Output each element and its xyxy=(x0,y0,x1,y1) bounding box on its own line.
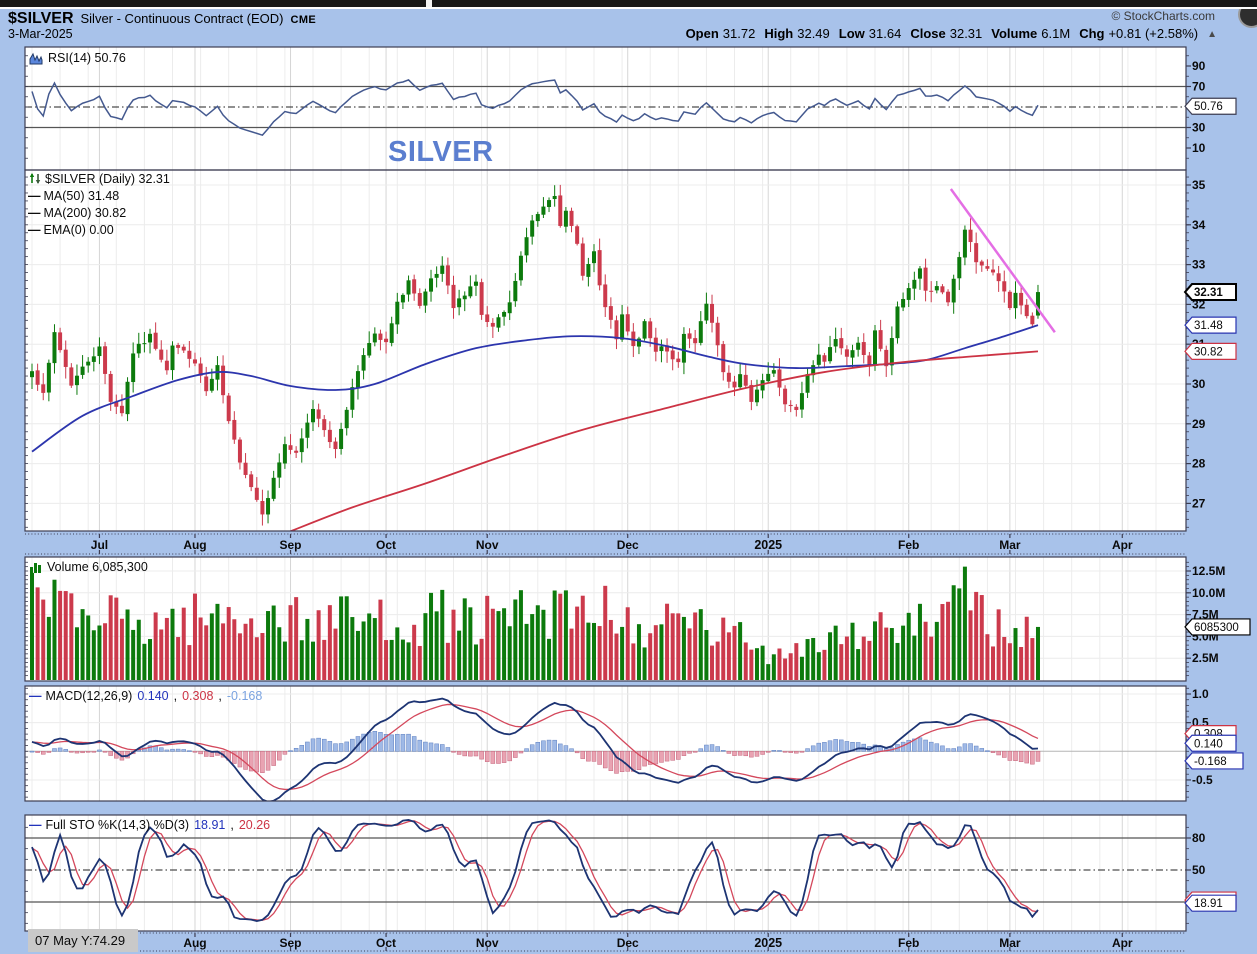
symbol-name: Silver - Continuous Contract (EOD) xyxy=(80,11,284,26)
chart-date: 3-Mar-2025 xyxy=(8,27,73,41)
svg-text:2025: 2025 xyxy=(754,538,782,552)
svg-text:Dec: Dec xyxy=(617,538,639,552)
quote-change: Chg +0.81 (+2.58%) xyxy=(1079,26,1199,41)
svg-text:0.140: 0.140 xyxy=(1194,738,1223,750)
svg-text:10: 10 xyxy=(1192,141,1206,155)
quote-low: Low 31.64 xyxy=(838,26,902,41)
svg-text:90: 90 xyxy=(1192,59,1206,73)
svg-text:Aug: Aug xyxy=(183,538,206,552)
quote-high: High 32.49 xyxy=(764,26,830,41)
macd-layer xyxy=(29,697,1041,801)
svg-text:50: 50 xyxy=(1192,863,1206,877)
annotation-trendline xyxy=(949,188,1056,333)
svg-text:32.31: 32.31 xyxy=(1194,287,1223,299)
sto-layer xyxy=(31,819,1039,923)
svg-text:Mar: Mar xyxy=(999,538,1021,552)
svg-text:Dec: Dec xyxy=(617,936,639,950)
svg-text:29: 29 xyxy=(1192,417,1206,431)
svg-text:30: 30 xyxy=(1192,121,1206,135)
svg-text:Nov: Nov xyxy=(476,538,499,552)
change-up-arrow-icon: ▲ xyxy=(1207,29,1217,40)
svg-text:Apr: Apr xyxy=(1112,936,1133,950)
svg-text:Jul: Jul xyxy=(91,538,108,552)
stockcharts-credit: © StockCharts.com xyxy=(1111,9,1215,23)
ma200-line xyxy=(290,350,1039,531)
svg-text:27: 27 xyxy=(1192,496,1206,510)
svg-text:2025: 2025 xyxy=(754,936,782,950)
crosshair-readout: 07 May Y:74.29 xyxy=(28,929,138,952)
window-top-strip-underline xyxy=(0,7,1257,9)
axes-and-labels: 9070301035343332313029282712.5M10.0M7.5M… xyxy=(24,46,1251,952)
svg-text:-0.5: -0.5 xyxy=(1192,773,1213,787)
svg-text:7.5M: 7.5M xyxy=(1192,608,1219,622)
svg-text:Nov: Nov xyxy=(476,936,499,950)
window-top-strip xyxy=(0,0,1257,7)
svg-text:-0.168: -0.168 xyxy=(1194,756,1227,768)
svg-text:1.0: 1.0 xyxy=(1192,687,1209,701)
chart-data-layers xyxy=(29,79,1056,923)
symbol-exchange: CME xyxy=(290,14,317,26)
svg-text:31.48: 31.48 xyxy=(1194,320,1223,332)
svg-text:28: 28 xyxy=(1192,457,1206,471)
svg-text:35: 35 xyxy=(1192,178,1206,192)
svg-text:Feb: Feb xyxy=(898,538,919,552)
svg-text:Oct: Oct xyxy=(376,936,396,950)
quote-volume: Volume 6.1M xyxy=(991,26,1071,41)
svg-text:30: 30 xyxy=(1192,377,1206,391)
quote-open: Open 31.72 xyxy=(685,26,756,41)
svg-text:Apr: Apr xyxy=(1112,538,1133,552)
svg-text:Aug: Aug xyxy=(183,936,206,950)
chart-header: $SILVER Silver - Continuous Contract (EO… xyxy=(8,10,316,28)
svg-text:Feb: Feb xyxy=(898,936,919,950)
svg-text:70: 70 xyxy=(1192,80,1206,94)
svg-text:Sep: Sep xyxy=(280,936,302,950)
volume-bars xyxy=(30,566,1040,680)
svg-text:10.0M: 10.0M xyxy=(1192,586,1225,600)
svg-text:Mar: Mar xyxy=(999,936,1021,950)
panel-backgrounds xyxy=(25,47,1186,931)
symbol-ticker: $SILVER xyxy=(8,10,74,27)
svg-text:80: 80 xyxy=(1192,831,1206,845)
window-top-strip-gap xyxy=(426,0,432,7)
svg-text:2.5M: 2.5M xyxy=(1192,651,1219,665)
svg-text:6085300: 6085300 xyxy=(1194,622,1239,634)
svg-text:30.82: 30.82 xyxy=(1194,346,1223,358)
rsi-line xyxy=(31,79,1039,137)
quote-summary: Open 31.72 High 32.49 Low 31.64 Close 32.31 … xyxy=(686,26,1217,41)
svg-text:12.5M: 12.5M xyxy=(1192,564,1225,578)
svg-text:Sep: Sep xyxy=(280,538,302,552)
price-layer xyxy=(30,184,1056,531)
svg-text:34: 34 xyxy=(1192,218,1206,232)
svg-text:33: 33 xyxy=(1192,258,1206,272)
quote-close: Close 32.31 xyxy=(910,26,983,41)
svg-text:50.76: 50.76 xyxy=(1194,101,1223,113)
svg-text:Oct: Oct xyxy=(376,538,396,552)
svg-text:18.91: 18.91 xyxy=(1194,898,1223,910)
